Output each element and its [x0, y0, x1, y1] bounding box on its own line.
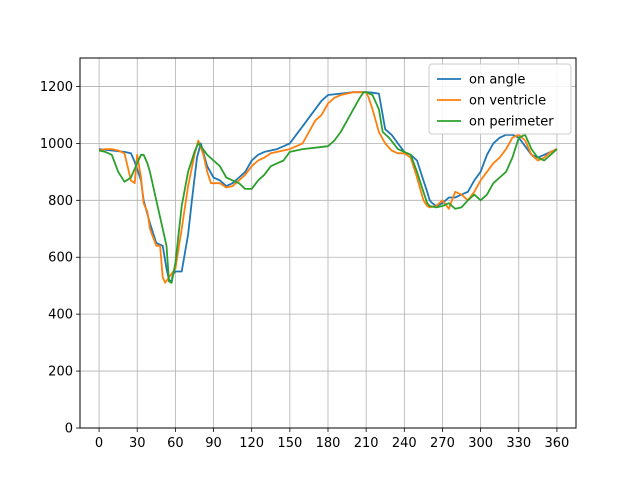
y-tick-label: 200 — [48, 365, 73, 380]
x-tick-label: 360 — [545, 436, 570, 451]
x-tick-label: 0 — [95, 436, 103, 451]
x-tick-label: 120 — [239, 436, 264, 451]
x-axis: 0 30 60 90 120 150 180 210 240 270 300 330 360 — [95, 428, 569, 451]
legend-label-on-ventricle: on ventricle — [469, 94, 546, 109]
series-lines — [98, 91, 558, 284]
y-axis: 0 200 400 600 800 1000 1200 — [40, 80, 80, 437]
y-tick-label: 1000 — [40, 137, 73, 152]
y-tick-label: 0 — [65, 422, 73, 437]
x-tick-label: 210 — [354, 436, 379, 451]
x-tick-label: 30 — [129, 436, 146, 451]
y-tick-label: 600 — [48, 251, 73, 266]
legend: on angle on ventricle on perimeter — [428, 63, 572, 135]
x-tick-label: 150 — [277, 436, 302, 451]
x-tick-label: 270 — [430, 436, 455, 451]
series-line-on-perimeter — [98, 91, 558, 284]
x-tick-label: 240 — [392, 436, 417, 451]
y-tick-label: 800 — [48, 194, 73, 209]
x-tick-label: 330 — [506, 436, 531, 451]
x-tick-label: 90 — [205, 436, 222, 451]
x-tick-label: 180 — [316, 436, 341, 451]
legend-label-on-perimeter: on perimeter — [469, 115, 554, 130]
x-tick-label: 300 — [468, 436, 493, 451]
y-tick-label: 400 — [48, 308, 73, 323]
x-tick-label: 60 — [167, 436, 184, 451]
series-line-on-ventricle — [98, 91, 558, 284]
legend-box — [428, 63, 572, 135]
y-tick-label: 1200 — [40, 80, 73, 95]
legend-label-on-angle: on angle — [469, 73, 525, 88]
